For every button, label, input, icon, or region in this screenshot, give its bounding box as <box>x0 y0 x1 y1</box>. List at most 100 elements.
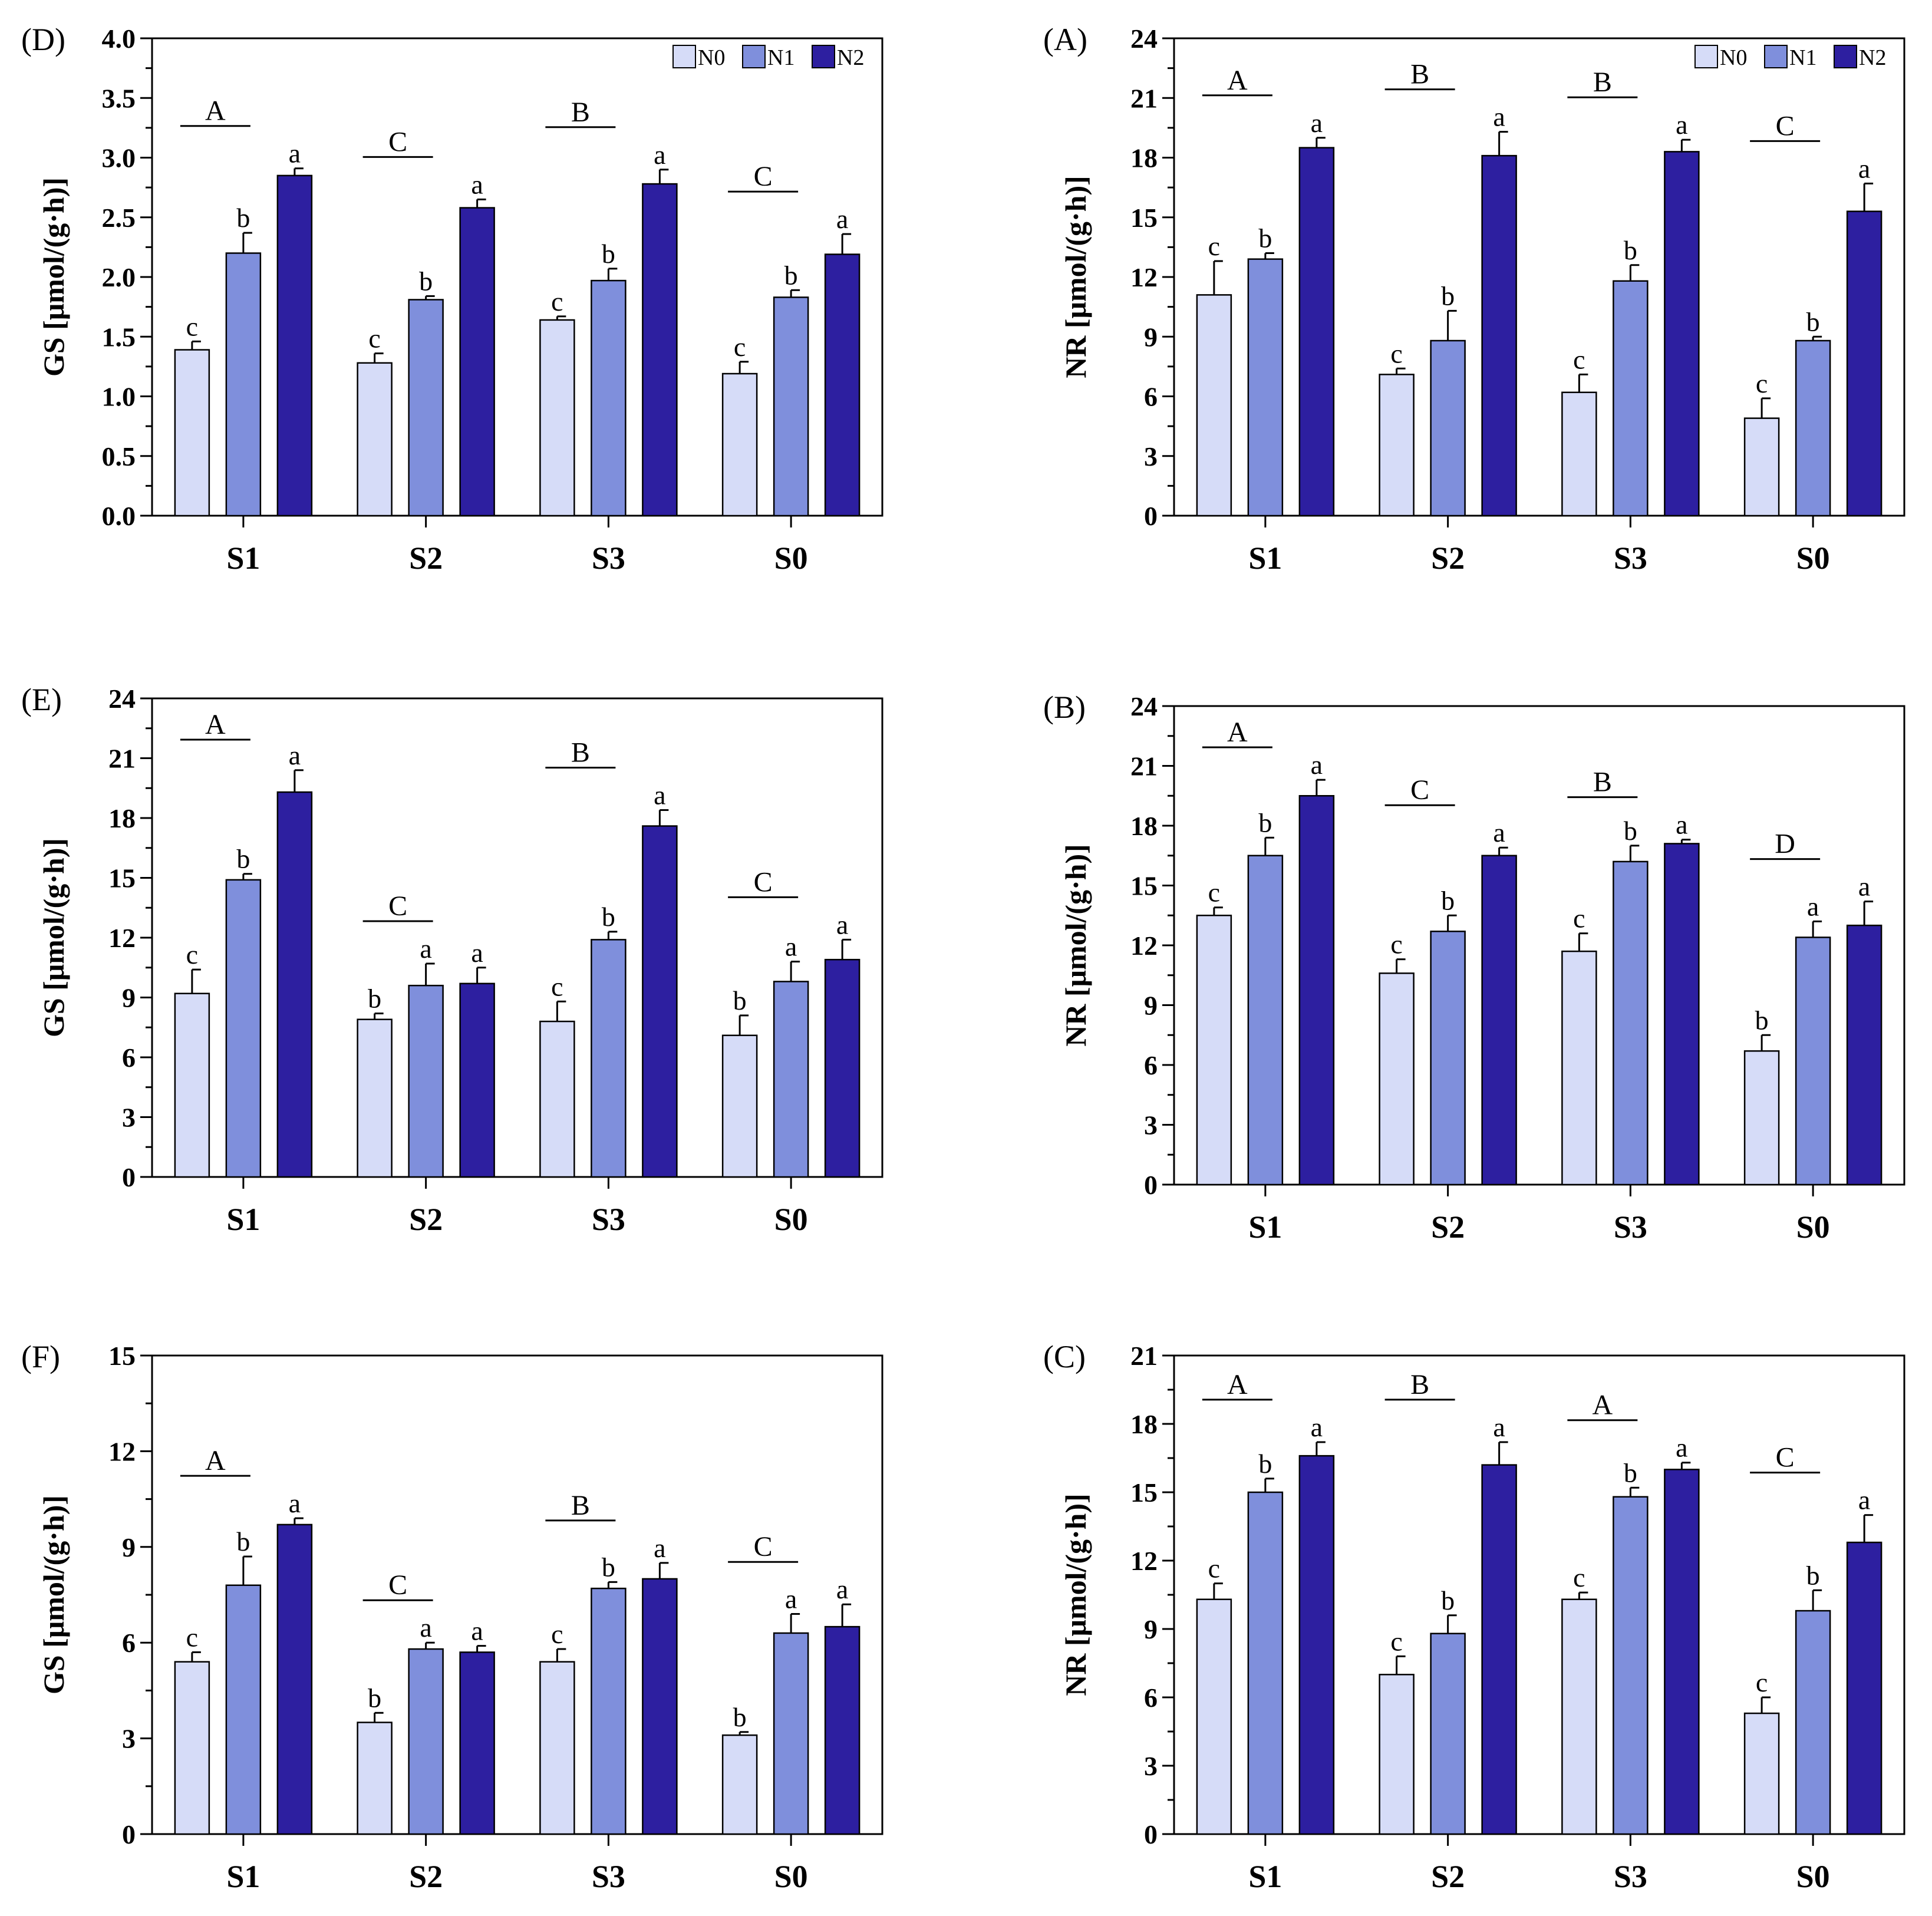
y-tick-label: 0.5 <box>102 441 136 471</box>
group-letter: C <box>1776 1442 1795 1473</box>
plot-frame <box>151 37 883 517</box>
group-letter: C <box>1776 110 1795 141</box>
significance-letter: a <box>654 140 665 170</box>
y-tick-label: 24 <box>1130 691 1158 721</box>
significance-letter: a <box>1493 1412 1505 1442</box>
significance-letter: b <box>1441 885 1455 915</box>
group-letter: A <box>1227 1369 1248 1400</box>
x-category-label: S3 <box>1614 540 1647 576</box>
group-letter: A <box>1227 717 1248 748</box>
bar-N2-S3 <box>642 825 678 1178</box>
x-category-label: S2 <box>409 540 443 576</box>
significance-letter: a <box>1807 891 1819 921</box>
significance-letter: b <box>1755 1005 1769 1035</box>
group-letter: A <box>205 709 226 740</box>
group-letter: C <box>754 161 773 192</box>
y-axis-label: NR [μmol/(g·h)] <box>1059 1493 1092 1696</box>
group-letter: B <box>571 97 590 128</box>
significance-letter: c <box>1208 231 1220 261</box>
legend-swatch-N1 <box>742 45 766 68</box>
legend-swatch-N0 <box>672 45 696 68</box>
bar-N0-S1 <box>174 349 210 517</box>
y-tick-label: 3 <box>122 1103 136 1133</box>
y-tick-label: 0 <box>1144 1170 1158 1200</box>
y-tick-label: 15 <box>1130 203 1158 233</box>
y-tick-label: 21 <box>1130 1341 1158 1371</box>
significance-letter: a <box>654 1533 665 1563</box>
bar-N1-S3 <box>591 1587 627 1835</box>
y-tick-label: 18 <box>108 803 136 833</box>
significance-letter: a <box>654 780 665 810</box>
group-letter: C <box>754 1531 773 1562</box>
bar-N1-S2 <box>1430 931 1466 1186</box>
y-tick-label: 21 <box>1130 751 1158 781</box>
x-category-label: S1 <box>1248 1209 1282 1245</box>
significance-letter: b <box>602 1552 615 1582</box>
significance-letter: b <box>1806 1560 1820 1590</box>
y-tick-label: 6 <box>122 1043 136 1073</box>
x-category-label: S2 <box>1431 1209 1465 1245</box>
panel-label: (F) <box>21 1339 60 1374</box>
group-letter: C <box>388 126 407 157</box>
y-tick-label: 18 <box>1130 143 1158 173</box>
bar-N0-S0 <box>721 1734 758 1835</box>
x-category-label: S0 <box>1796 540 1830 576</box>
y-tick-label: 0.0 <box>102 501 136 531</box>
bar-N2-S0 <box>1846 210 1882 517</box>
bar-N2-S2 <box>1481 855 1517 1186</box>
y-tick-label: 12 <box>108 1436 136 1466</box>
y-axis-label: NR [μmol/(g·h)] <box>1059 844 1092 1047</box>
legend-label: N1 <box>767 45 794 70</box>
significance-letter: c <box>1390 338 1402 368</box>
significance-letter: b <box>419 266 433 296</box>
legend-label: N1 <box>1789 45 1816 70</box>
x-category-label: S0 <box>774 1859 808 1894</box>
y-tick-label: 1.5 <box>102 322 136 352</box>
x-category-label: S1 <box>226 540 260 576</box>
bar-N1-S1 <box>1247 258 1284 517</box>
plot-frame <box>151 697 883 1178</box>
bar-N0-S0 <box>721 372 758 517</box>
x-category-label: S3 <box>592 540 625 576</box>
bar-N0-S3 <box>539 319 575 517</box>
bar-N1-S1 <box>225 879 262 1178</box>
chart-panel-2: 0 3 6 9 12 15 18 21 24 (A) NR [μmol/(g·h)] S1 c b a A S2… <box>1043 22 1905 576</box>
plot-frame <box>1173 1354 1905 1835</box>
legend-swatch-N0 <box>1694 45 1718 68</box>
significance-letter: a <box>1311 1412 1323 1442</box>
bar-N1-S2 <box>1430 1633 1466 1835</box>
bar-N2-S3 <box>1664 151 1700 517</box>
y-tick-label: 3 <box>1144 441 1158 471</box>
group-letter: C <box>388 1569 407 1601</box>
y-tick-label: 6 <box>1144 1050 1158 1080</box>
significance-letter: a <box>289 138 301 169</box>
bar-N2-S2 <box>1481 154 1517 517</box>
significance-letter: b <box>1624 816 1637 846</box>
significance-letter: a <box>1676 110 1687 140</box>
group-letter: C <box>388 891 407 922</box>
plot-frame <box>151 1354 883 1835</box>
bar-N2-S3 <box>1664 843 1700 1186</box>
y-tick-label: 9 <box>1144 1614 1158 1644</box>
y-tick-label: 3 <box>1144 1751 1158 1781</box>
y-tick-label: 3 <box>122 1724 136 1754</box>
y-tick-label: 15 <box>1130 1478 1158 1508</box>
significance-letter: b <box>1258 1449 1272 1479</box>
bar-N2-S1 <box>276 1523 313 1835</box>
bar-N0-S2 <box>357 362 393 517</box>
bar-N2-S2 <box>459 207 495 517</box>
bar-N0-S2 <box>357 1018 393 1178</box>
bar-N2-S1 <box>276 791 313 1178</box>
x-category-label: S0 <box>774 540 808 576</box>
bar-N1-S0 <box>1795 339 1831 517</box>
bar-N2-S1 <box>1298 147 1335 517</box>
bar-N1-S3 <box>591 279 627 517</box>
bar-N0-S1 <box>1196 1598 1232 1835</box>
significance-letter: b <box>733 985 747 1015</box>
y-tick-label: 0 <box>122 1162 136 1192</box>
significance-letter: b <box>784 260 798 290</box>
x-category-label: S0 <box>1796 1209 1830 1245</box>
y-tick-label: 3.5 <box>102 83 136 113</box>
